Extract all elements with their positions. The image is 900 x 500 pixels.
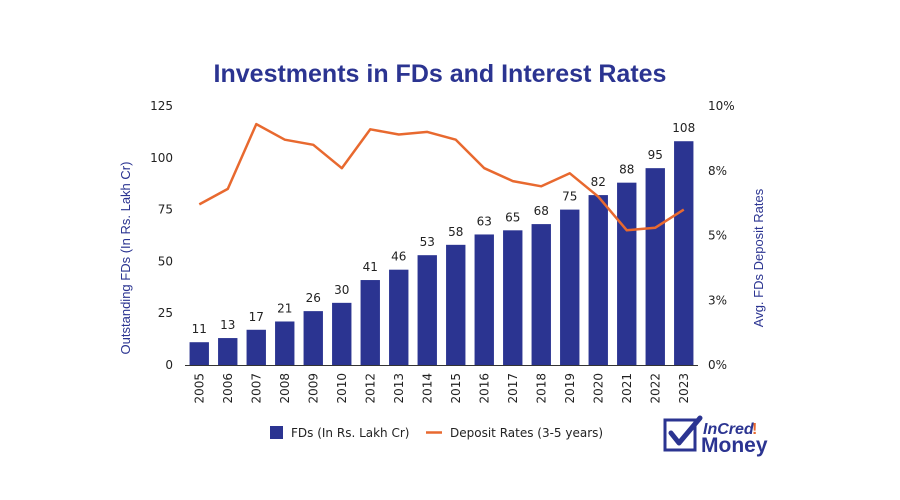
bar-value-label: 58 (448, 225, 463, 239)
bar-value-label: 53 (420, 235, 435, 249)
bar-value-label: 26 (306, 291, 321, 305)
bar-value-label: 30 (334, 283, 349, 297)
bar-value-label: 63 (477, 214, 492, 228)
left-tick-label: 75 (158, 203, 173, 217)
x-tick-label: 2013 (392, 373, 406, 404)
bar-value-label: 17 (249, 310, 264, 324)
bar (645, 168, 665, 365)
x-tick-label: 2020 (591, 373, 605, 404)
right-tick-label: 3% (708, 293, 727, 307)
bar-value-label: 68 (534, 204, 549, 218)
bar (360, 280, 380, 365)
bar (246, 329, 266, 365)
bar (218, 338, 238, 365)
x-tick-label: 2021 (620, 373, 634, 404)
left-tick-label: 0 (165, 358, 173, 372)
x-tick-label: 2014 (420, 373, 434, 404)
chart-title: Investments in FDs and Interest Rates (214, 60, 667, 88)
left-tick-label: 125 (150, 99, 173, 113)
legend-label-rates: Deposit Rates (3-5 years) (450, 426, 603, 440)
logo-line1: InCred (703, 421, 755, 438)
bar-value-label: 46 (391, 250, 406, 264)
right-y-axis: 0% 3% 5% 8% 10% (708, 99, 735, 372)
x-tick-label: 2005 (192, 373, 206, 404)
bar (303, 311, 323, 365)
x-tick-label: 2019 (563, 373, 577, 404)
bar-value-label: 21 (277, 301, 292, 315)
left-tick-label: 50 (158, 254, 173, 268)
right-axis-label: Avg. FDs Deposit Rates (751, 188, 766, 327)
x-tick-label: 2017 (506, 373, 520, 404)
left-tick-label: 25 (158, 306, 173, 320)
right-tick-label: 5% (708, 229, 727, 243)
line-series (198, 122, 685, 232)
bar-value-label: 75 (562, 190, 577, 204)
bar (503, 230, 523, 365)
bar-value-label: 95 (648, 148, 663, 162)
bar (275, 321, 295, 365)
x-tick-label: 2006 (221, 373, 235, 404)
x-tick-label: 2007 (249, 373, 263, 404)
bar (332, 302, 352, 365)
bar (588, 195, 608, 365)
right-tick-label: 8% (708, 164, 727, 178)
x-tick-label: 2008 (278, 373, 292, 404)
left-tick-label: 100 (150, 151, 173, 165)
incred-money-logo: InCred ! Money (663, 415, 768, 457)
bar (446, 244, 466, 365)
bar (474, 234, 494, 365)
bar-value-label: 41 (363, 260, 378, 274)
bar (617, 182, 637, 365)
right-tick-label: 0% (708, 358, 727, 372)
right-tick-label: 10% (708, 99, 735, 113)
logo-mark: ! (752, 421, 757, 438)
legend-swatch-fds (270, 426, 283, 439)
bar-data-labels: 11 13 17 21 26 30 41 46 53 58 63 65 68 75 82 88 95 108 (192, 121, 696, 336)
legend-label-fds: FDs (In Rs. Lakh Cr) (291, 426, 409, 440)
legend: FDs (In Rs. Lakh Cr) Deposit Rates (3-5 … (270, 426, 603, 440)
x-axis: 2005 2006 2007 2008 2009 2010 2012 2013 2014 2015… (192, 373, 691, 404)
x-tick-label: 2015 (449, 373, 463, 404)
bar (531, 224, 551, 365)
bar-value-label: 65 (505, 210, 520, 224)
bar (674, 141, 694, 365)
bar-value-label: 108 (672, 121, 695, 135)
bar (189, 342, 209, 365)
logo-line2: Money (701, 434, 768, 457)
x-tick-label: 2012 (363, 373, 377, 404)
bar-value-label: 13 (220, 318, 235, 332)
bar-value-label: 82 (591, 175, 606, 189)
deposit-rate-line (198, 122, 685, 232)
left-y-axis: 0 25 50 75 100 125 (150, 99, 173, 372)
logo-check-icon (668, 415, 703, 446)
x-tick-label: 2018 (534, 373, 548, 404)
left-axis-label: Outstanding FDs (In Rs. Lakh Cr) (118, 162, 133, 355)
x-tick-label: 2009 (306, 373, 320, 404)
x-tick-label: 2016 (477, 373, 491, 404)
bar (560, 209, 580, 365)
x-tick-label: 2010 (335, 373, 349, 404)
bar (417, 255, 437, 365)
x-tick-label: 2023 (677, 373, 691, 404)
bar-value-label: 11 (192, 322, 207, 336)
bar-series (189, 141, 694, 365)
bar (389, 269, 409, 365)
bar-value-label: 88 (619, 163, 634, 177)
x-tick-label: 2022 (648, 373, 662, 404)
